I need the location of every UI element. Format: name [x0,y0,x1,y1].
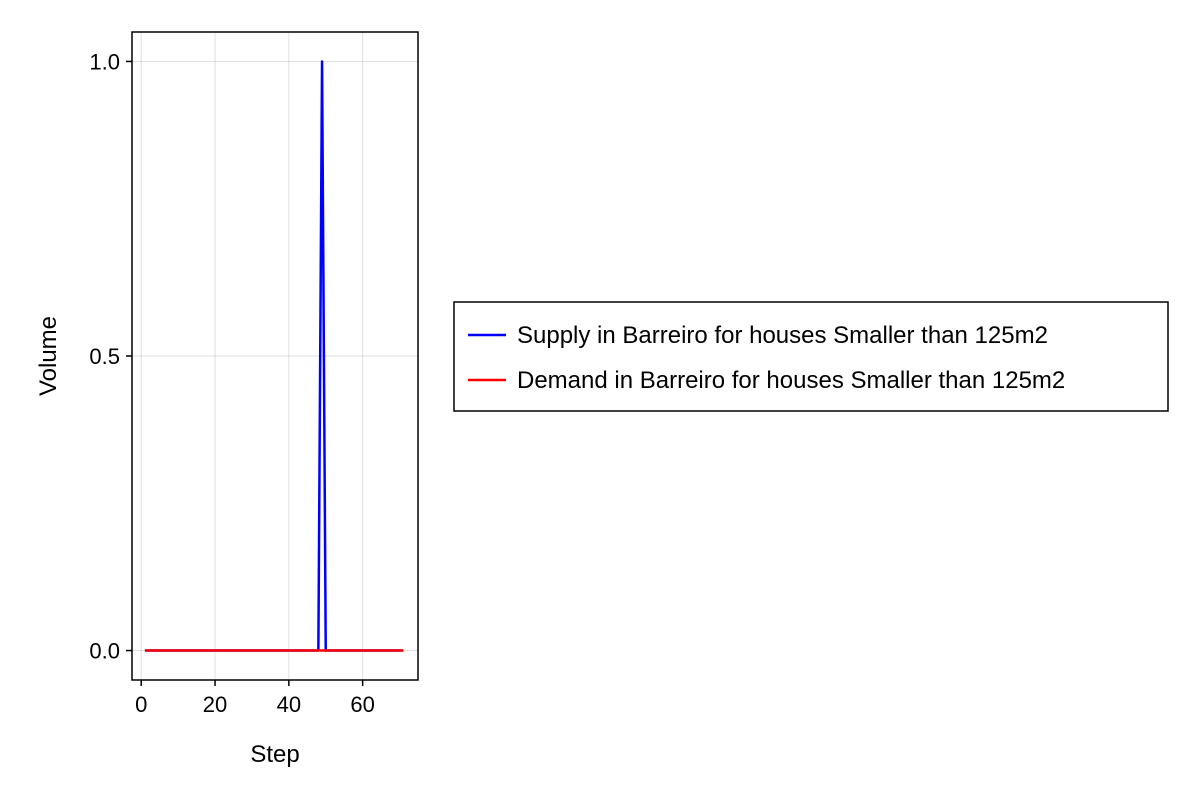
x-tick-label: 20 [203,692,227,717]
legend-box [453,301,1169,412]
x-tick-label: 60 [350,692,374,717]
series-lines [144,60,404,652]
legend: Supply in Barreiro for houses Smaller th… [453,301,1169,412]
x-axis-label: Step [250,741,299,768]
legend-label-supply: Supply in Barreiro for houses Smaller th… [517,322,1048,349]
y-axis: 0.0 0.5 1.0 [89,49,132,664]
y-tick-label: 1.0 [89,49,120,74]
x-axis: 0 20 40 60 [135,680,375,717]
y-tick-label: 0.5 [89,344,120,369]
y-tick-label: 0.0 [89,639,120,664]
x-tick-label: 40 [277,692,301,717]
legend-label-demand: Demand in Barreiro for houses Smaller th… [517,367,1065,394]
grid-lines [132,32,418,680]
x-tick-label: 0 [135,692,147,717]
y-axis-label: Volume [35,316,62,396]
